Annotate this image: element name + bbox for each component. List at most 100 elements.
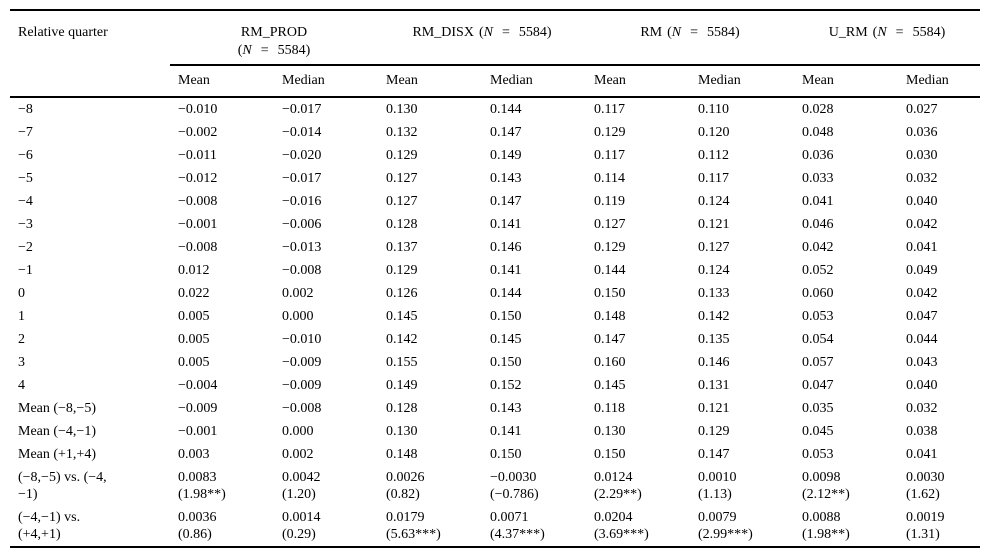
value-cell: −0.008: [282, 401, 322, 416]
value-cell: 0.143: [490, 401, 522, 416]
value-cell: 0.045: [802, 424, 834, 439]
value-cell: 0.028: [802, 102, 834, 117]
value-cell: 0.057: [802, 355, 834, 370]
value-cell: 0.0179 (5.63***): [378, 506, 482, 547]
subheader-median-u-rm: Median: [898, 65, 980, 98]
value-cell: 0.0204 (3.69***): [586, 506, 690, 547]
value-cell: 0.035: [802, 401, 834, 416]
value-cell: 0.146: [698, 355, 730, 370]
value-cell: 0.054: [802, 332, 834, 347]
value-cell: −0.010: [178, 102, 218, 117]
value-cell: 0.003: [178, 447, 210, 462]
cell-line: 0.0071: [490, 510, 529, 525]
cell-line: (1.98**): [178, 487, 226, 502]
value-cell: 0.132: [386, 125, 418, 140]
n-symbol: N: [483, 25, 493, 40]
value-cell: 0.053: [802, 309, 834, 324]
value-cell: −0.011: [178, 148, 217, 163]
row-label: −2: [18, 240, 33, 255]
sample-size: (N = 5584): [667, 25, 740, 40]
row-label: 4: [18, 378, 25, 393]
value-cell: 0.041: [906, 240, 938, 255]
value-cell: 0.0010 (1.13): [690, 466, 794, 506]
value-cell: 0.0124 (2.29**): [586, 466, 690, 506]
value-cell: 0.022: [178, 286, 210, 301]
value-cell: −0.001: [178, 424, 218, 439]
value-cell: −0.008: [178, 240, 218, 255]
value-cell: 0.127: [386, 171, 418, 186]
value-cell: 0.129: [698, 424, 730, 439]
value-cell: 0.053: [802, 447, 834, 462]
cell-line: −0.0030: [490, 470, 537, 485]
value-cell: 0.129: [386, 263, 418, 278]
value-cell: 0.041: [802, 194, 834, 209]
value-cell: 0.150: [490, 447, 522, 462]
cell-line: 0.0204: [594, 510, 633, 525]
value-cell: −0.009: [282, 378, 322, 393]
value-cell: −0.016: [282, 194, 322, 209]
value-cell: 0.047: [802, 378, 834, 393]
table-row: (−4,−1) vs. (+4,+1) 0.0036 (0.86) 0.0014 (0.2…: [10, 506, 980, 547]
value-cell: 0.0042 (1.20): [274, 466, 378, 506]
value-cell: 0.135: [698, 332, 730, 347]
row-label: 1: [18, 309, 25, 324]
subheader-median-rm-prod: Median: [274, 65, 378, 98]
value-cell: 0.143: [490, 171, 522, 186]
value-cell: 0.150: [490, 355, 522, 370]
value-cell: 0.0088 (1.98**): [794, 506, 898, 547]
value-cell: 0.0036 (0.86): [170, 506, 274, 547]
value-cell: 0.126: [386, 286, 418, 301]
group-name: RM_DISX: [412, 25, 474, 40]
value-cell: 0.112: [698, 148, 729, 163]
value-cell: 0.148: [386, 447, 418, 462]
value-cell: 0.044: [906, 332, 938, 347]
value-cell: 0.038: [906, 424, 938, 439]
table-row: Mean (−8,−5) −0.009 −0.008 0.128 0.143 0.118 0…: [10, 397, 980, 420]
n-symbol: N: [877, 25, 887, 40]
value-cell: 0.048: [802, 125, 834, 140]
value-cell: 0.000: [282, 309, 314, 324]
value-cell: 0.147: [490, 125, 522, 140]
sample-size: (N = 5584): [237, 43, 311, 58]
n-symbol: N: [671, 25, 682, 40]
sample-size: (N = 5584): [478, 25, 552, 40]
value-cell: 0.052: [802, 263, 834, 278]
value-cell: 0.119: [594, 194, 625, 209]
cell-line: 0.0083: [178, 470, 217, 485]
value-cell: 0.121: [698, 401, 730, 416]
table-row: Mean (−4,−1) −0.001 0.000 0.130 0.141 0.130 0.…: [10, 420, 980, 443]
value-cell: −0.002: [178, 125, 218, 140]
value-cell: 0.041: [906, 447, 938, 462]
cell-line: (−0.786): [490, 487, 539, 502]
subheader-mean-rm: Mean: [586, 65, 690, 98]
group-header-rm-disx: RM_DISX (N = 5584): [378, 10, 586, 66]
value-cell: 0.131: [698, 378, 730, 393]
value-cell: 0.040: [906, 194, 938, 209]
row-label: −7: [18, 125, 33, 140]
row-label: −5: [18, 171, 33, 186]
value-cell: 0.141: [490, 217, 522, 232]
row-label: 3: [18, 355, 25, 370]
value-cell: 0.114: [594, 171, 625, 186]
cell-line: (2.29**): [594, 487, 642, 502]
table-row: −7 −0.002 −0.014 0.132 0.147 0.129 0.120 0.048 0…: [10, 121, 980, 144]
value-cell: 0.0030 (1.62): [898, 466, 980, 506]
value-cell: 0.000: [282, 424, 314, 439]
value-cell: −0.020: [282, 148, 322, 163]
row-label: −8: [18, 102, 33, 117]
cell-line: 0.0079: [698, 510, 737, 525]
value-cell: 0.0026 (0.82): [378, 466, 482, 506]
cell-line: (5.63***): [386, 527, 441, 542]
value-cell: 0.149: [490, 148, 522, 163]
row-label: (−8,−5) vs. (−4, −1): [10, 466, 170, 506]
value-cell: −0.012: [178, 171, 218, 186]
cell-line: 0.0179: [386, 510, 425, 525]
group-header-row: Relative quarter RM_PROD (N = 5584) RM_DISX…: [10, 10, 980, 98]
value-cell: 0.147: [698, 447, 730, 462]
cell-line: 0.0088: [802, 510, 841, 525]
row-label: 2: [18, 332, 25, 347]
value-cell: 0.128: [386, 217, 418, 232]
subheader-mean-u-rm: Mean: [794, 65, 899, 98]
event-time-stats-table: Relative quarter RM_PROD (N = 5584) RM_DISX…: [10, 9, 980, 548]
row-label: −4: [18, 194, 33, 209]
